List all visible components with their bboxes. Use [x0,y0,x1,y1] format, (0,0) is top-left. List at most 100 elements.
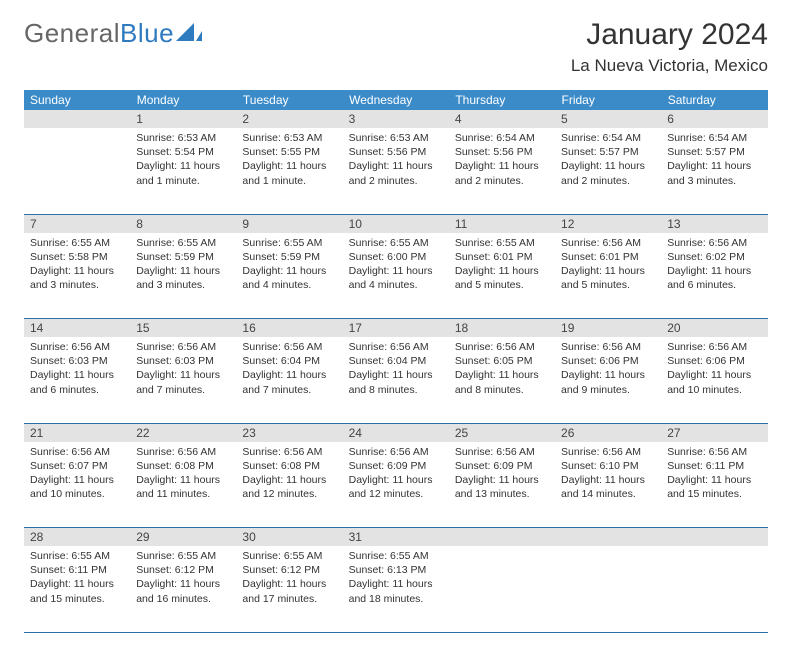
day-cell: Sunrise: 6:56 AMSunset: 6:06 PMDaylight:… [661,337,767,423]
daylight-line: Daylight: 11 hours and 5 minutes. [561,264,655,292]
daylight-line: Daylight: 11 hours and 2 minutes. [561,159,655,187]
sunrise-line: Sunrise: 6:56 AM [30,340,124,354]
weekday-header: Monday [130,90,236,110]
sunset-line: Sunset: 5:56 PM [349,145,443,159]
daylight-line: Daylight: 11 hours and 1 minute. [136,159,230,187]
sunrise-line: Sunrise: 6:53 AM [136,131,230,145]
sunset-line: Sunset: 5:57 PM [561,145,655,159]
daylight-line: Daylight: 11 hours and 5 minutes. [455,264,549,292]
day-content: Sunrise: 6:56 AMSunset: 6:08 PMDaylight:… [236,442,342,508]
sunrise-line: Sunrise: 6:55 AM [349,236,443,250]
day-content: Sunrise: 6:55 AMSunset: 6:01 PMDaylight:… [449,233,555,299]
day-cell: Sunrise: 6:55 AMSunset: 5:58 PMDaylight:… [24,233,130,319]
day-cell: Sunrise: 6:56 AMSunset: 6:08 PMDaylight:… [236,442,342,528]
sunset-line: Sunset: 6:09 PM [455,459,549,473]
day-number: 13 [661,215,767,233]
sunset-line: Sunset: 6:09 PM [349,459,443,473]
day-cell: Sunrise: 6:55 AMSunset: 6:01 PMDaylight:… [449,233,555,319]
day-number: 26 [555,424,661,442]
day-number [555,528,661,546]
day-number: 14 [24,319,130,337]
sunset-line: Sunset: 5:59 PM [136,250,230,264]
sunset-line: Sunset: 5:54 PM [136,145,230,159]
day-content: Sunrise: 6:56 AMSunset: 6:06 PMDaylight:… [555,337,661,403]
day-content: Sunrise: 6:54 AMSunset: 5:56 PMDaylight:… [449,128,555,194]
sunset-line: Sunset: 5:59 PM [242,250,336,264]
day-content: Sunrise: 6:56 AMSunset: 6:08 PMDaylight:… [130,442,236,508]
daylight-line: Daylight: 11 hours and 7 minutes. [242,368,336,396]
sunrise-line: Sunrise: 6:56 AM [561,236,655,250]
day-content: Sunrise: 6:53 AMSunset: 5:54 PMDaylight:… [130,128,236,194]
day-content: Sunrise: 6:54 AMSunset: 5:57 PMDaylight:… [555,128,661,194]
daylight-line: Daylight: 11 hours and 15 minutes. [30,577,124,605]
sunset-line: Sunset: 6:03 PM [30,354,124,368]
daylight-line: Daylight: 11 hours and 14 minutes. [561,473,655,501]
day-cell: Sunrise: 6:55 AMSunset: 5:59 PMDaylight:… [236,233,342,319]
day-content: Sunrise: 6:54 AMSunset: 5:57 PMDaylight:… [661,128,767,194]
day-number: 30 [236,528,342,546]
sunrise-line: Sunrise: 6:54 AM [667,131,761,145]
day-content: Sunrise: 6:56 AMSunset: 6:03 PMDaylight:… [24,337,130,403]
daylight-line: Daylight: 11 hours and 12 minutes. [242,473,336,501]
day-cell: Sunrise: 6:56 AMSunset: 6:10 PMDaylight:… [555,442,661,528]
week-row: Sunrise: 6:55 AMSunset: 6:11 PMDaylight:… [24,546,768,632]
daynum-row: 123456 [24,110,768,128]
daylight-line: Daylight: 11 hours and 6 minutes. [667,264,761,292]
day-cell [555,546,661,632]
day-number: 24 [343,424,449,442]
sunrise-line: Sunrise: 6:55 AM [455,236,549,250]
day-cell [449,546,555,632]
day-number: 29 [130,528,236,546]
sunrise-line: Sunrise: 6:55 AM [242,549,336,563]
day-number: 28 [24,528,130,546]
page-header: GeneralBlue January 2024 La Nueva Victor… [24,18,768,76]
sunrise-line: Sunrise: 6:56 AM [667,236,761,250]
sunset-line: Sunset: 6:08 PM [136,459,230,473]
daylight-line: Daylight: 11 hours and 17 minutes. [242,577,336,605]
day-number: 2 [236,110,342,128]
logo-sail-icon [176,21,202,43]
day-cell: Sunrise: 6:56 AMSunset: 6:07 PMDaylight:… [24,442,130,528]
day-content: Sunrise: 6:55 AMSunset: 5:58 PMDaylight:… [24,233,130,299]
day-content: Sunrise: 6:55 AMSunset: 6:11 PMDaylight:… [24,546,130,612]
weekday-header: Friday [555,90,661,110]
sunset-line: Sunset: 6:12 PM [136,563,230,577]
sunrise-line: Sunrise: 6:55 AM [30,236,124,250]
sunrise-line: Sunrise: 6:54 AM [455,131,549,145]
day-cell: Sunrise: 6:55 AMSunset: 6:00 PMDaylight:… [343,233,449,319]
day-content: Sunrise: 6:56 AMSunset: 6:10 PMDaylight:… [555,442,661,508]
daylight-line: Daylight: 11 hours and 10 minutes. [30,473,124,501]
sunset-line: Sunset: 6:11 PM [30,563,124,577]
daylight-line: Daylight: 11 hours and 3 minutes. [667,159,761,187]
title-block: January 2024 La Nueva Victoria, Mexico [571,18,768,76]
daylight-line: Daylight: 11 hours and 2 minutes. [455,159,549,187]
day-cell: Sunrise: 6:56 AMSunset: 6:06 PMDaylight:… [555,337,661,423]
daylight-line: Daylight: 11 hours and 1 minute. [242,159,336,187]
sunset-line: Sunset: 6:01 PM [455,250,549,264]
daylight-line: Daylight: 11 hours and 3 minutes. [30,264,124,292]
day-cell: Sunrise: 6:56 AMSunset: 6:11 PMDaylight:… [661,442,767,528]
day-cell [24,128,130,214]
day-content: Sunrise: 6:56 AMSunset: 6:04 PMDaylight:… [343,337,449,403]
day-number [449,528,555,546]
daylight-line: Daylight: 11 hours and 6 minutes. [30,368,124,396]
sunrise-line: Sunrise: 6:53 AM [349,131,443,145]
day-content: Sunrise: 6:56 AMSunset: 6:11 PMDaylight:… [661,442,767,508]
daylight-line: Daylight: 11 hours and 18 minutes. [349,577,443,605]
day-number: 4 [449,110,555,128]
day-cell [661,546,767,632]
sunrise-line: Sunrise: 6:56 AM [242,445,336,459]
daylight-line: Daylight: 11 hours and 3 minutes. [136,264,230,292]
day-number: 18 [449,319,555,337]
day-number: 25 [449,424,555,442]
day-number: 21 [24,424,130,442]
day-content: Sunrise: 6:56 AMSunset: 6:01 PMDaylight:… [555,233,661,299]
day-content: Sunrise: 6:56 AMSunset: 6:04 PMDaylight:… [236,337,342,403]
day-cell: Sunrise: 6:54 AMSunset: 5:57 PMDaylight:… [555,128,661,214]
day-number: 27 [661,424,767,442]
day-cell: Sunrise: 6:56 AMSunset: 6:05 PMDaylight:… [449,337,555,423]
sunrise-line: Sunrise: 6:56 AM [349,445,443,459]
daylight-line: Daylight: 11 hours and 9 minutes. [561,368,655,396]
week-row: Sunrise: 6:56 AMSunset: 6:03 PMDaylight:… [24,337,768,423]
sunrise-line: Sunrise: 6:56 AM [455,340,549,354]
